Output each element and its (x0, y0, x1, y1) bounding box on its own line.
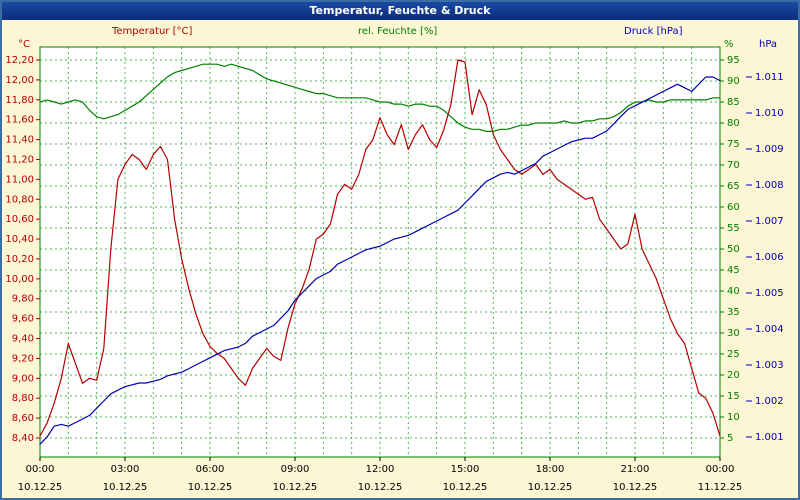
svg-text:75: 75 (727, 139, 740, 150)
svg-text:60: 60 (727, 202, 740, 213)
svg-text:65: 65 (727, 181, 740, 192)
svg-text:90: 90 (727, 76, 740, 87)
svg-text:20: 20 (727, 370, 740, 381)
svg-text:10: 10 (727, 412, 740, 423)
svg-text:10.12.25: 10.12.25 (528, 482, 573, 493)
svg-text:09:00: 09:00 (281, 464, 310, 475)
pressure-axis-unit: hPa (759, 39, 778, 50)
svg-text:40: 40 (727, 286, 740, 297)
svg-text:80: 80 (727, 118, 740, 129)
svg-text:25: 25 (727, 349, 740, 360)
svg-text:10.12.25: 10.12.25 (443, 482, 488, 493)
svg-text:45: 45 (727, 265, 740, 276)
svg-text:1.003: 1.003 (755, 360, 784, 371)
window-titlebar: Temperatur, Feuchte & Druck (2, 2, 798, 20)
svg-text:15:00: 15:00 (451, 464, 480, 475)
svg-text:10.12.25: 10.12.25 (273, 482, 318, 493)
svg-text:8,60: 8,60 (12, 413, 34, 424)
svg-text:9,80: 9,80 (12, 294, 34, 305)
svg-text:10,20: 10,20 (5, 254, 34, 265)
svg-text:1.011: 1.011 (755, 72, 784, 83)
svg-text:9,20: 9,20 (12, 353, 34, 364)
svg-text:10.12.25: 10.12.25 (18, 482, 63, 493)
svg-text:70: 70 (727, 160, 740, 171)
svg-text:1.005: 1.005 (755, 288, 784, 299)
svg-text:95: 95 (727, 55, 740, 66)
legend-temperature: Temperatur [°C] (112, 26, 193, 37)
svg-text:10,40: 10,40 (5, 234, 34, 245)
svg-text:10,00: 10,00 (5, 274, 34, 285)
svg-text:55: 55 (727, 223, 740, 234)
svg-text:30: 30 (727, 328, 740, 339)
svg-text:21:00: 21:00 (621, 464, 650, 475)
svg-text:12:00: 12:00 (366, 464, 395, 475)
svg-text:9,40: 9,40 (12, 334, 34, 345)
svg-text:8,40: 8,40 (12, 433, 34, 444)
svg-text:18:00: 18:00 (536, 464, 565, 475)
window-title: Temperatur, Feuchte & Druck (309, 4, 491, 17)
svg-text:10.12.25: 10.12.25 (358, 482, 403, 493)
svg-text:1.006: 1.006 (755, 252, 784, 263)
temperature-axis-unit: °C (18, 39, 30, 50)
svg-text:1.008: 1.008 (755, 180, 784, 191)
svg-text:1.002: 1.002 (755, 396, 784, 407)
svg-text:1.007: 1.007 (755, 216, 784, 227)
svg-text:10.12.25: 10.12.25 (613, 482, 658, 493)
svg-text:03:00: 03:00 (111, 464, 140, 475)
svg-text:8,80: 8,80 (12, 393, 34, 404)
svg-text:1.004: 1.004 (755, 324, 784, 335)
svg-text:06:00: 06:00 (196, 464, 225, 475)
svg-text:10.12.25: 10.12.25 (188, 482, 233, 493)
svg-text:11,00: 11,00 (5, 174, 34, 185)
svg-text:11,60: 11,60 (5, 115, 34, 126)
svg-text:12,00: 12,00 (5, 75, 34, 86)
svg-text:11,80: 11,80 (5, 95, 34, 106)
svg-text:9,60: 9,60 (12, 314, 34, 325)
svg-text:5: 5 (727, 433, 733, 444)
svg-text:35: 35 (727, 307, 740, 318)
legend-pressure: Druck [hPa] (624, 26, 683, 37)
svg-text:00:00: 00:00 (26, 464, 55, 475)
svg-text:12,20: 12,20 (5, 55, 34, 66)
svg-text:1.010: 1.010 (755, 108, 784, 119)
svg-text:9,00: 9,00 (12, 373, 34, 384)
legend-humidity: rel. Feuchte [%] (358, 26, 438, 37)
svg-text:50: 50 (727, 244, 740, 255)
svg-text:85: 85 (727, 97, 740, 108)
svg-text:10,60: 10,60 (5, 214, 34, 225)
svg-text:10.12.25: 10.12.25 (103, 482, 148, 493)
humidity-axis-unit: % (724, 39, 734, 50)
svg-text:11,20: 11,20 (5, 154, 34, 165)
svg-text:11.12.25: 11.12.25 (698, 482, 743, 493)
svg-text:1.009: 1.009 (755, 144, 784, 155)
svg-text:1.001: 1.001 (755, 432, 784, 443)
svg-text:11,40: 11,40 (5, 135, 34, 146)
svg-text:10,80: 10,80 (5, 194, 34, 205)
svg-text:00:00: 00:00 (706, 464, 735, 475)
svg-text:15: 15 (727, 391, 740, 402)
